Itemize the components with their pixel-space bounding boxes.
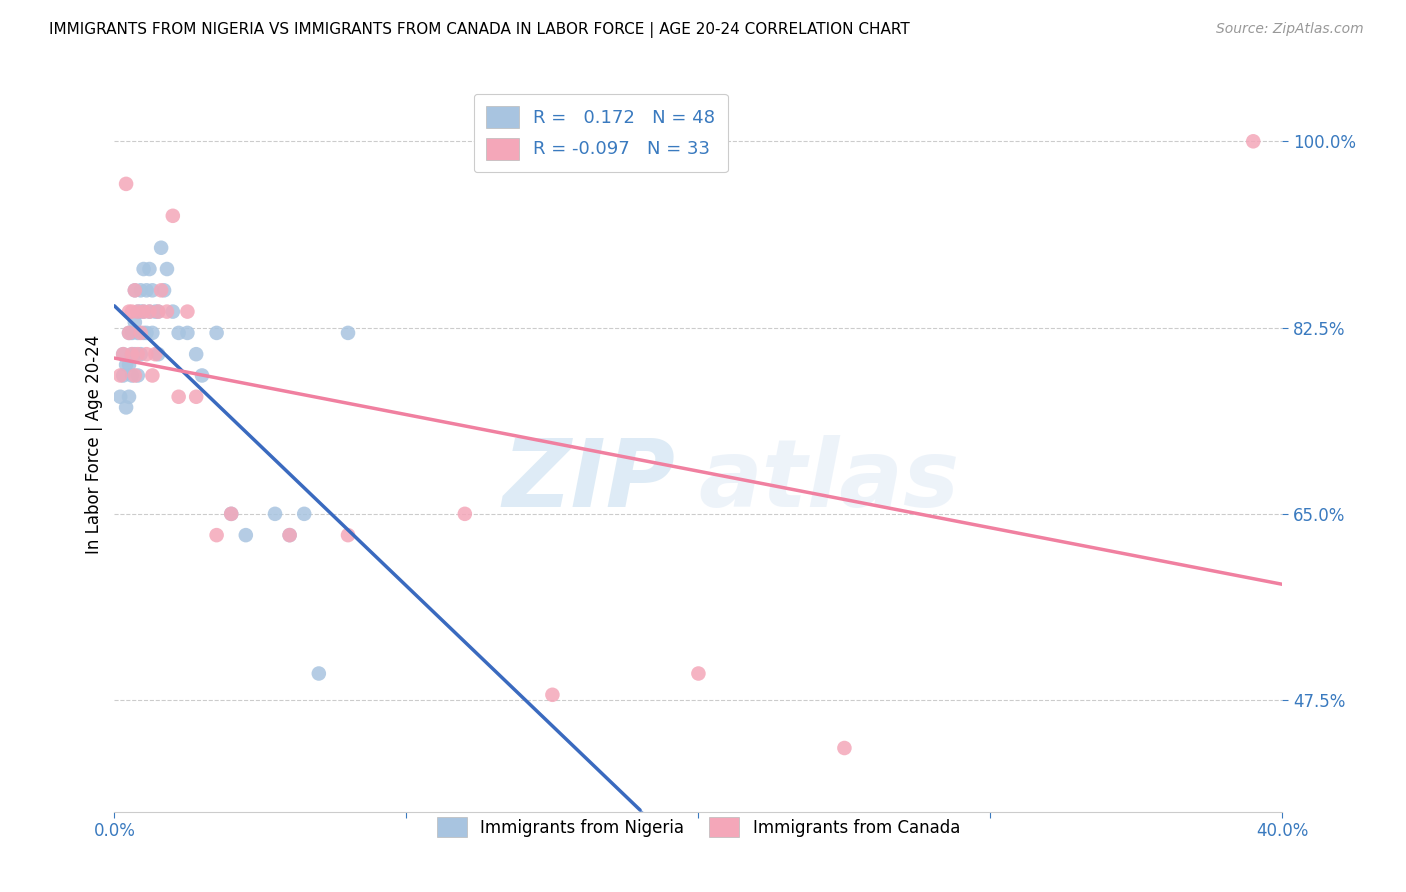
Point <box>148 304 170 318</box>
Point <box>278 528 301 542</box>
Point <box>124 347 146 361</box>
Point <box>127 326 149 340</box>
Point <box>138 304 160 318</box>
Point <box>118 326 141 340</box>
Point <box>127 304 149 318</box>
Point <box>191 368 214 383</box>
Point <box>124 283 146 297</box>
Point <box>150 283 173 297</box>
Point <box>118 390 141 404</box>
Point <box>143 347 166 361</box>
Point <box>124 315 146 329</box>
Point <box>121 326 143 340</box>
Point <box>148 304 170 318</box>
Point <box>150 241 173 255</box>
Point <box>278 528 301 542</box>
Point <box>124 368 146 383</box>
Point <box>112 368 135 383</box>
Point <box>118 358 141 372</box>
Point <box>129 347 152 361</box>
Point <box>219 507 242 521</box>
Text: atlas: atlas <box>699 435 960 527</box>
Point <box>186 390 208 404</box>
Point <box>138 262 160 277</box>
Point <box>135 347 157 361</box>
Point <box>235 528 257 542</box>
Point <box>688 666 710 681</box>
Point <box>127 347 149 361</box>
Point <box>132 304 155 318</box>
Point <box>167 390 190 404</box>
Point <box>110 368 132 383</box>
Point <box>121 304 143 318</box>
Point <box>162 304 184 318</box>
Point <box>264 507 287 521</box>
Point <box>115 177 138 191</box>
Point <box>219 507 242 521</box>
Point <box>141 326 163 340</box>
Y-axis label: In Labor Force | Age 20-24: In Labor Force | Age 20-24 <box>86 335 103 554</box>
Point <box>454 507 477 521</box>
Text: ZIP: ZIP <box>502 435 675 527</box>
Point <box>135 283 157 297</box>
Point <box>127 304 149 318</box>
Point <box>148 347 170 361</box>
Point <box>541 688 564 702</box>
Point <box>138 304 160 318</box>
Point <box>115 358 138 372</box>
Point <box>834 741 856 756</box>
Point <box>176 304 198 318</box>
Legend: Immigrants from Nigeria, Immigrants from Canada: Immigrants from Nigeria, Immigrants from… <box>430 810 966 844</box>
Point <box>143 304 166 318</box>
Point <box>156 304 179 318</box>
Point <box>205 326 228 340</box>
Text: Source: ZipAtlas.com: Source: ZipAtlas.com <box>1216 22 1364 37</box>
Point <box>132 326 155 340</box>
Point <box>129 326 152 340</box>
Point <box>112 347 135 361</box>
Point <box>121 368 143 383</box>
Point <box>118 304 141 318</box>
Point <box>337 528 360 542</box>
Point <box>127 368 149 383</box>
Point <box>156 262 179 277</box>
Point <box>162 209 184 223</box>
Point <box>167 326 190 340</box>
Point <box>132 262 155 277</box>
Point <box>141 368 163 383</box>
Point <box>176 326 198 340</box>
Point <box>129 283 152 297</box>
Point <box>110 390 132 404</box>
Point <box>308 666 330 681</box>
Point <box>124 283 146 297</box>
Point <box>292 507 315 521</box>
Point <box>112 347 135 361</box>
Point <box>1241 134 1264 148</box>
Point <box>135 326 157 340</box>
Point <box>205 528 228 542</box>
Point <box>132 304 155 318</box>
Point <box>115 401 138 415</box>
Point <box>186 347 208 361</box>
Point <box>129 304 152 318</box>
Point <box>153 283 176 297</box>
Point <box>118 326 141 340</box>
Point <box>141 283 163 297</box>
Text: IMMIGRANTS FROM NIGERIA VS IMMIGRANTS FROM CANADA IN LABOR FORCE | AGE 20-24 COR: IMMIGRANTS FROM NIGERIA VS IMMIGRANTS FR… <box>49 22 910 38</box>
Point <box>121 347 143 361</box>
Point <box>337 326 360 340</box>
Point <box>121 347 143 361</box>
